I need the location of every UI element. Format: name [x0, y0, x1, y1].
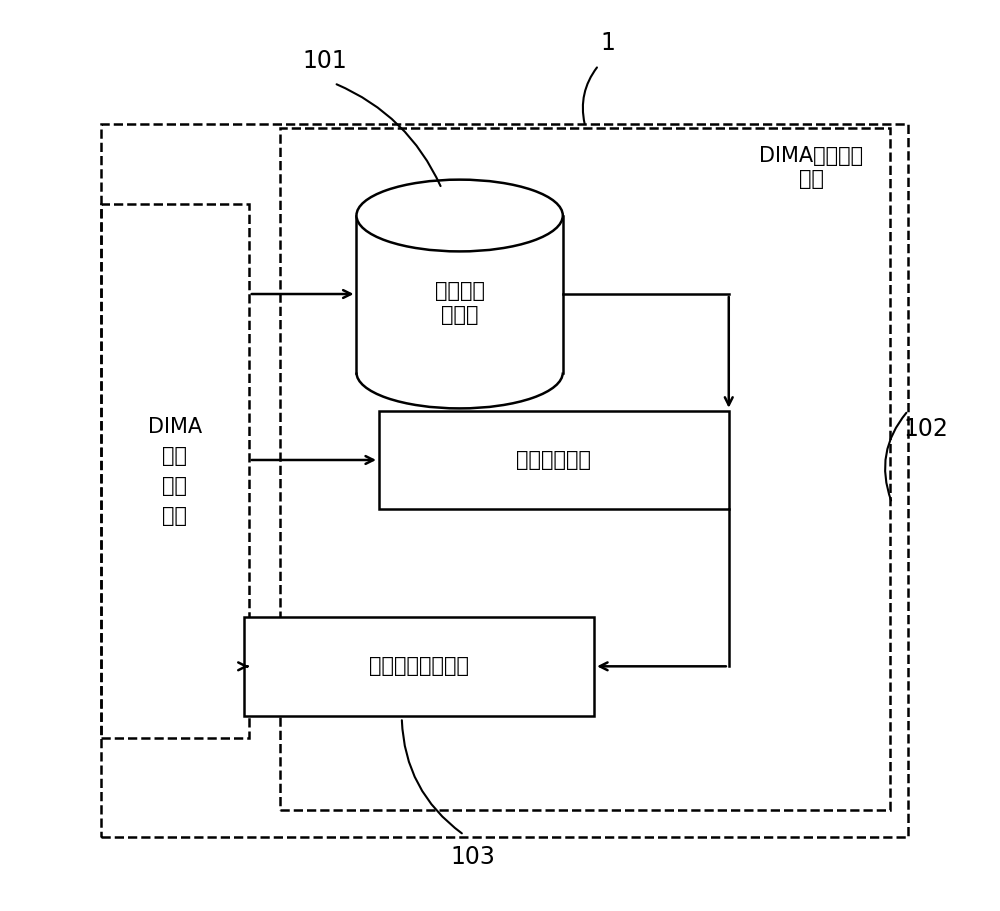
FancyArrowPatch shape [337, 85, 441, 186]
Bar [101, 204, 249, 738]
FancyArrowPatch shape [885, 413, 906, 500]
Text: 参数选择模块: 参数选择模块 [516, 450, 591, 470]
Text: DIMA参数选择
系统: DIMA参数选择 系统 [759, 146, 863, 189]
Bar [356, 216, 563, 373]
Text: DIMA
重构
管理
系统: DIMA 重构 管理 系统 [148, 417, 202, 526]
Bar [280, 128, 890, 810]
Bar [101, 124, 908, 837]
Bar [244, 617, 594, 716]
Text: 101: 101 [303, 49, 347, 73]
Text: 103: 103 [451, 845, 496, 869]
Ellipse shape [356, 179, 563, 251]
Bar [379, 411, 729, 509]
Text: 参数输出检验模块: 参数输出检验模块 [369, 656, 469, 676]
Text: 1: 1 [600, 31, 615, 55]
Text: 运行参数
数据库: 运行参数 数据库 [435, 281, 485, 324]
FancyArrowPatch shape [583, 67, 597, 124]
FancyArrowPatch shape [402, 721, 462, 834]
Text: 102: 102 [904, 416, 949, 441]
